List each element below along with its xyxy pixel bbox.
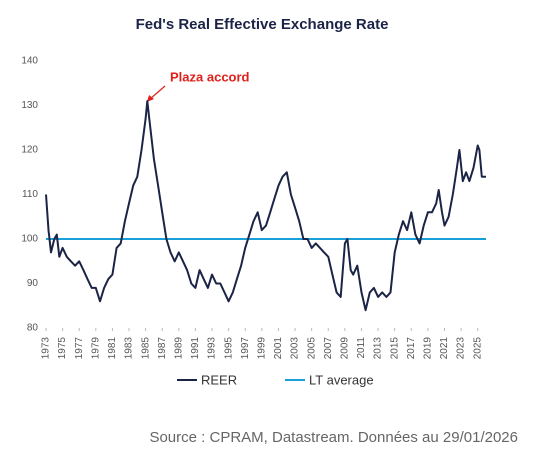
x-tick-label: 2015 [389,337,400,360]
y-tick-label: 90 [27,278,39,289]
y-tick-label: 100 [21,234,38,245]
x-tick-label: 1985 [140,337,151,360]
annotation-arrowhead [147,95,154,102]
x-tick-label: 2003 [290,337,301,360]
annotation: Plaza accord [170,69,250,84]
x-tick-label: 2005 [306,337,317,360]
chart-title: Fed's Real Effective Exchange Rate [136,16,389,33]
x-tick-label: 1995 [223,337,234,360]
y-tick-label: 140 [21,56,38,67]
source: Source : CPRAM, Datastream. Données au 2… [149,429,518,446]
y-tick-label: 130 [21,100,38,111]
x-tick-label: 2009 [340,337,351,360]
x-tick-label: 1987 [157,337,168,360]
x-tick-label: 1991 [190,337,201,360]
x-tick-label: 2019 [423,337,434,360]
x-tick-label: 2025 [472,337,483,360]
x-tick-label: 1989 [173,337,184,360]
y-tick-label: 110 [22,189,38,200]
x-tick-label: 1977 [74,337,85,360]
x-tick-label: 1973 [41,337,52,360]
x-tick-label: 2011 [356,337,367,359]
x-tick-label: 2023 [456,337,467,360]
x-tick-label: 1979 [90,337,101,360]
series-line [45,100,486,312]
x-tick-label: 1993 [207,337,218,360]
x-tick-label: 2001 [273,337,284,360]
x-tick-label: 2021 [439,337,450,360]
x-tick-label: 1975 [57,337,68,360]
x-tick-label: 1999 [256,337,267,360]
x-tick-label: 2017 [406,337,417,360]
x-tick-label: 2007 [323,337,334,360]
y-tick-label: 80 [27,323,39,334]
annotation-arrow [149,85,166,100]
x-tick-label: 1983 [124,337,135,360]
legend-label: LT average [309,372,374,387]
x-tick-label: 1981 [107,337,118,360]
x-tick-label: 1997 [240,337,251,360]
legend-label: REER [201,372,237,387]
y-tick-label: 120 [21,145,38,156]
x-tick-label: 2013 [373,337,384,360]
